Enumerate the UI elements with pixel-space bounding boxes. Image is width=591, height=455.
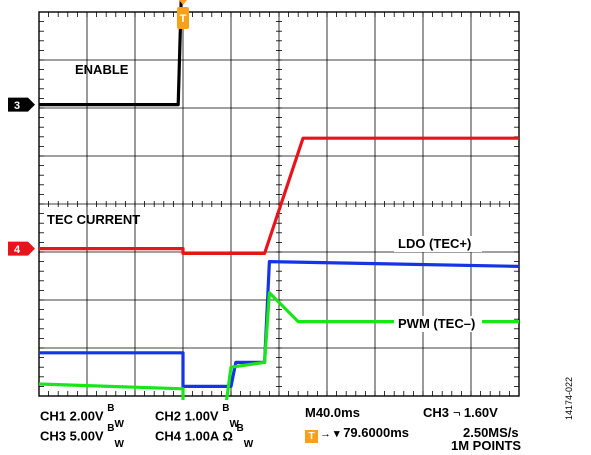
- ch4-label: CH4 1.00A Ω: [155, 428, 233, 444]
- trigger-level: 1.60V: [463, 405, 498, 420]
- tec-current-label: TEC CURRENT: [47, 212, 140, 227]
- ch3-label: CH3 5.00V: [40, 428, 104, 444]
- ch1-bw-sup: B: [107, 403, 115, 414]
- trace-2: [38, 291, 519, 400]
- figure-number: 14174-022: [564, 376, 574, 420]
- ch4-bw-sub: W: [243, 438, 254, 450]
- pwm-label: PWM (TEC–): [398, 316, 475, 331]
- ldo-label-bg: [394, 236, 482, 252]
- channel-3-marker: [8, 97, 35, 112]
- trigger-marker: [177, 7, 189, 29]
- trigger-setting: CH3 ⌐ 1.60V: [423, 405, 498, 420]
- ch2-label: CH2 1.00V: [155, 408, 219, 424]
- ch4-setting: CH4 1.00A Ω BW: [155, 423, 254, 450]
- trace-1: [39, 260, 520, 388]
- trigger-delay-readout: T → ▾ 79.6000ms: [305, 425, 409, 443]
- ch2-setting: CH2 1.00V BW: [155, 403, 239, 430]
- ch3-setting: CH3 5.00V BW: [40, 423, 124, 450]
- trigger-icon: T: [305, 430, 318, 443]
- trigger-source: CH3: [423, 405, 450, 420]
- ch2-bw-sub: W: [229, 418, 239, 430]
- trigger-delay-value: 79.6000ms: [343, 425, 409, 440]
- sample-rate-readout: 2.50MS/s: [463, 425, 519, 440]
- enable-label: ENABLE: [75, 62, 129, 77]
- timebase-readout: M40.0ms: [305, 405, 360, 420]
- ch1-label: CH1 2.00V: [40, 408, 104, 424]
- ch1-setting: CH1 2.00V BW: [40, 403, 124, 430]
- ch2-bw-sup: B: [222, 403, 230, 414]
- record-length-readout: 1M POINTS: [451, 438, 522, 453]
- channel-4-label: 4: [14, 244, 21, 256]
- channel-4-marker: [8, 241, 35, 256]
- ch1-bw-sub: W: [114, 418, 124, 430]
- trigger-marker-label: T: [180, 13, 187, 25]
- ch3-bw-sup: B: [107, 423, 115, 434]
- rising-edge-icon: ⌐: [452, 405, 461, 420]
- trigger-arrow: [179, 0, 187, 5]
- ldo-label: LDO (TEC+): [398, 236, 471, 251]
- ch4-bw-sup: B: [236, 423, 244, 434]
- ch3-bw-sub: W: [114, 438, 124, 450]
- trace-4: [39, 136, 519, 255]
- trigger-arrows: → ▾: [320, 428, 340, 440]
- pwm-label-bg: [394, 316, 482, 332]
- channel-3-label: 3: [14, 100, 20, 112]
